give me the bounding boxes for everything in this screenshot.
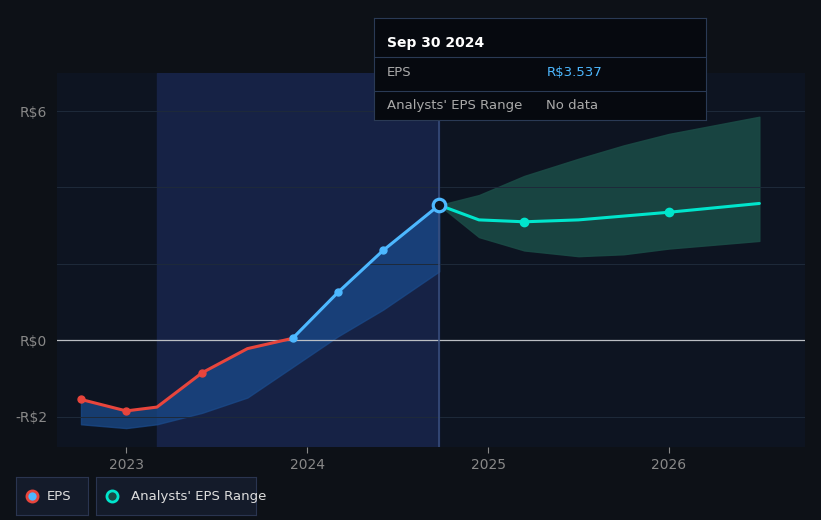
Bar [157, 73, 439, 447]
Text: Analysts Forecasts: Analysts Forecasts [448, 99, 572, 112]
Text: EPS: EPS [47, 490, 71, 502]
Text: EPS: EPS [387, 67, 411, 80]
Text: Analysts' EPS Range: Analysts' EPS Range [387, 99, 522, 112]
Text: Sep 30 2024: Sep 30 2024 [387, 36, 484, 50]
Text: No data: No data [547, 99, 599, 112]
Text: Actual: Actual [394, 99, 436, 112]
Text: Analysts' EPS Range: Analysts' EPS Range [131, 490, 267, 502]
Text: R$3.537: R$3.537 [547, 67, 603, 80]
